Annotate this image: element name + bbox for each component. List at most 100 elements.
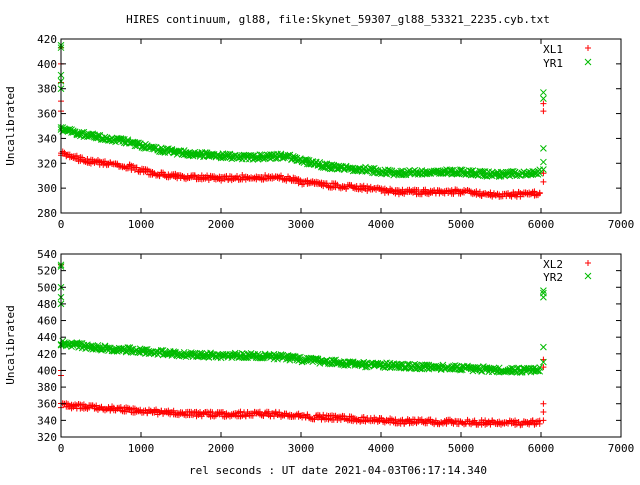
bottom-y-tick-label: 480 xyxy=(37,298,57,311)
series-yr1-outlier xyxy=(540,145,547,152)
series-yr2-point xyxy=(319,358,327,366)
series-xl2-point xyxy=(536,420,543,427)
bottom-panel: 0 1000 2000 3000 4000 5000 6000 7000 320 340 360 38… xyxy=(4,248,634,477)
bottom-x-tick-label: 7000 xyxy=(608,442,635,455)
series-xl2 xyxy=(58,261,547,429)
series-yr1-point xyxy=(293,157,301,165)
series-yr2-point xyxy=(372,359,380,367)
series-yr1-point xyxy=(133,142,141,150)
bottom-x-tick-label: 5000 xyxy=(448,442,475,455)
series-yr1-point xyxy=(377,168,385,175)
series-yr2-point xyxy=(84,343,91,351)
series-yr1-outlier xyxy=(540,166,547,173)
series-yr1-outlier xyxy=(540,89,547,96)
bottom-y-tick-label: 440 xyxy=(37,331,57,344)
series-xl1-point xyxy=(262,172,269,179)
series-yr2-point xyxy=(504,366,512,374)
top-y-tick-label: 380 xyxy=(37,83,57,96)
top-y-tick-label: 280 xyxy=(37,207,57,220)
series-yr1-point xyxy=(69,129,77,136)
top-y-tick-label: 320 xyxy=(37,157,57,170)
series-yr1-point xyxy=(402,171,410,179)
series-yr2-outlier xyxy=(540,293,547,301)
bottom-y-tick-label: 460 xyxy=(37,315,57,328)
top-y-tick-label: 300 xyxy=(37,182,57,195)
chart-title: HIRES continuum, gl88, file:Skynet_59307… xyxy=(126,13,550,26)
bottom-x-axis-label: rel seconds : UT date 2021-04-03T06:17:1… xyxy=(189,464,487,477)
top-x-tick-label: 6000 xyxy=(528,218,555,231)
bottom-x-tick-label: 1000 xyxy=(128,442,155,455)
legend-label-yr2: YR2 xyxy=(543,271,563,284)
series-yr1-point xyxy=(282,152,290,160)
series-xl2-point xyxy=(424,420,431,427)
bottom-y-tick-label: 520 xyxy=(37,265,57,278)
series-yr1-point xyxy=(386,167,394,174)
series-yr1 xyxy=(57,41,547,181)
series-xl1-point xyxy=(124,165,131,172)
bottom-legend: XL2 YR2 xyxy=(543,258,592,284)
bottom-y-tick-label: 320 xyxy=(37,431,57,444)
series-yr2-point xyxy=(536,364,544,371)
series-yr1-point xyxy=(457,166,464,173)
bottom-x-tick-label: 6000 xyxy=(528,442,555,455)
series-xl1-point xyxy=(536,190,543,197)
series-xl1-outlier xyxy=(540,100,547,107)
series-xl1-outlier xyxy=(540,178,547,185)
series-yr1-outlier xyxy=(540,95,547,103)
series-xl1-point xyxy=(191,172,198,179)
series-xl2-point xyxy=(337,416,344,423)
top-x-tick-label: 5000 xyxy=(448,218,475,231)
series-xl2-point xyxy=(311,416,318,423)
legend-marker-yr1 xyxy=(584,58,592,66)
series-yr2-point xyxy=(219,352,227,360)
series-yr2-point xyxy=(170,349,177,357)
bottom-y-axis-label: Uncalibrated xyxy=(4,305,17,384)
series-yr2-point xyxy=(64,340,72,348)
legend-label-yr1: YR1 xyxy=(543,57,563,70)
top-y-tick-label: 400 xyxy=(37,58,57,71)
bottom-plot-frame xyxy=(60,253,622,438)
top-x-tick-label: 3000 xyxy=(288,218,315,231)
series-yr2-point xyxy=(175,350,183,358)
series-yr2-point xyxy=(77,340,84,347)
top-x-tick-label: 1000 xyxy=(128,218,155,231)
bottom-y-tick-label: 500 xyxy=(37,281,57,294)
series-xl2-point xyxy=(249,412,256,419)
series-yr2-outlier xyxy=(540,343,547,351)
series-yr1-outlier xyxy=(540,158,547,166)
series-yr1-point xyxy=(362,167,369,175)
series-xl2-point xyxy=(360,414,367,421)
series-yr1-point xyxy=(333,165,341,173)
bottom-y-tick-label: 340 xyxy=(37,414,57,427)
legend-marker-yr2 xyxy=(584,272,592,280)
top-panel-ticks: 0 1000 2000 3000 4000 5000 6000 7000 280 300 320 34… xyxy=(37,33,634,231)
bottom-panel-marks xyxy=(57,261,547,429)
series-yr1-point xyxy=(480,168,487,175)
bottom-y-tick-label: 400 xyxy=(37,364,57,377)
series-yr1-point xyxy=(511,169,519,176)
top-plot-frame xyxy=(60,38,622,214)
series-yr2-outlier xyxy=(540,287,547,294)
series-xl2-point xyxy=(529,417,536,424)
bottom-panel-ticks: 0 1000 2000 3000 4000 5000 6000 7000 320 340 360 38… xyxy=(37,248,634,455)
series-xl1-outlier xyxy=(540,170,547,177)
series-yr2-point xyxy=(128,345,135,353)
bottom-y-tick-label: 380 xyxy=(37,381,57,394)
series-xl1-point xyxy=(234,172,240,179)
series-yr1-point xyxy=(425,170,433,177)
top-y-tick-label: 340 xyxy=(37,132,57,145)
series-yr2-point xyxy=(249,351,257,359)
legend-label-xl1: XL1 xyxy=(543,43,563,56)
bottom-x-tick-label: 2000 xyxy=(208,442,235,455)
series-xl2-point xyxy=(487,421,494,428)
legend-marker-xl2 xyxy=(585,260,591,266)
top-y-tick-label: 420 xyxy=(37,33,57,46)
series-xl2-point xyxy=(93,402,100,409)
top-panel-marks xyxy=(57,41,547,200)
series-yr2-outlier xyxy=(540,358,547,366)
series-xl2-outlier xyxy=(540,400,547,407)
series-yr1-point xyxy=(224,151,232,158)
series-yr1-point xyxy=(369,165,376,173)
legend-marker-xl1 xyxy=(585,45,591,51)
